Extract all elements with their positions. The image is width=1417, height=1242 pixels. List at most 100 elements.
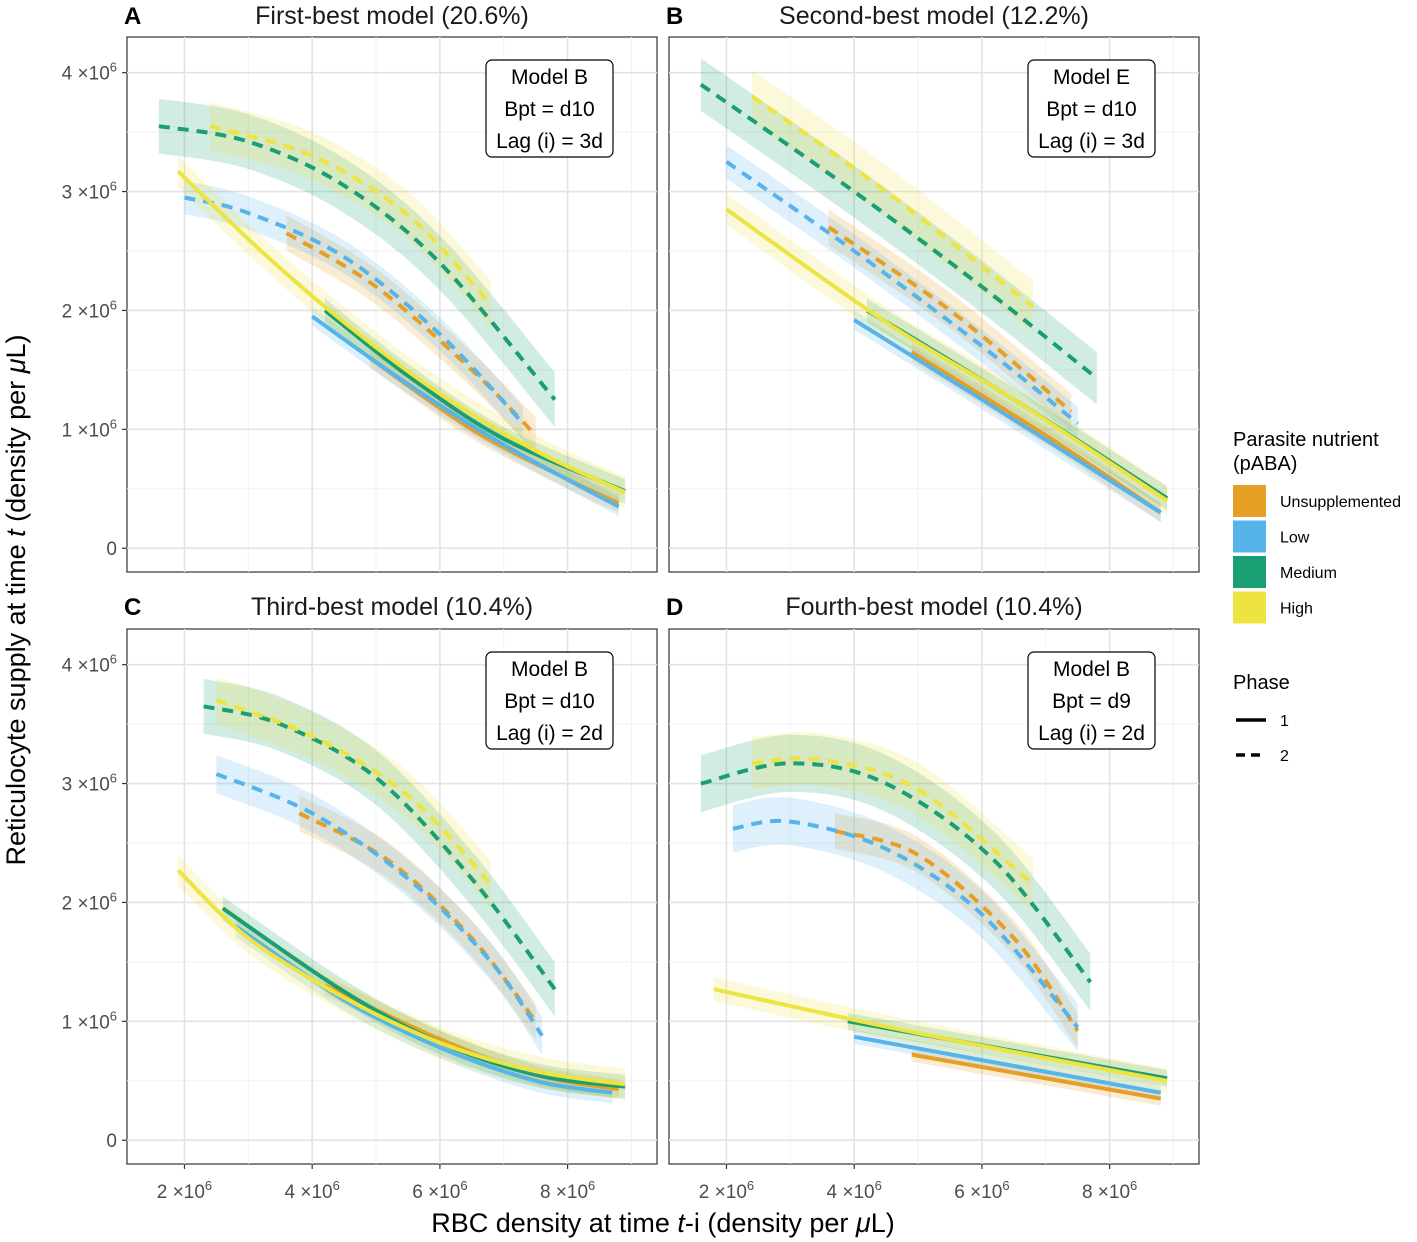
x-tick-label: 2 ×106	[699, 1178, 754, 1203]
y-axis-label-post: (density per	[1, 373, 31, 529]
ci-band-low-phase-2	[184, 180, 523, 440]
x-axis-label-post: -i (density per	[685, 1208, 856, 1238]
panel-c: C Third-best model (10.4%) Model B Bpt =…	[124, 593, 658, 1165]
x-tick-labels: 2 ×106 4 ×106 6 ×106 8 ×106 2 ×106 4 ×106 6 ×1…	[157, 1164, 1137, 1203]
line-unsupplemented-phase-2	[834, 829, 1080, 1032]
panel-c-lines	[176, 698, 626, 1095]
ci-band-high-phase-1	[178, 854, 626, 1100]
panel-a-model-box: Model B Bpt = d10 Lag (i) = 3d	[485, 59, 614, 158]
panel-b-model: Model E	[1053, 66, 1130, 89]
line-high-phase-2	[215, 698, 493, 886]
x-tick-label: 6 ×106	[954, 1178, 1009, 1203]
x-tick-label: 4 ×106	[827, 1178, 882, 1203]
panel-a-model-box-frame	[485, 59, 614, 158]
panel-d-bpt: Bpt = d9	[1052, 690, 1131, 713]
x-tick-label: 4 ×106	[285, 1178, 340, 1203]
line-high-phase-1	[176, 169, 626, 495]
legend-label-low: Low	[1280, 530, 1310, 547]
legend-key-unsupplemented	[1233, 485, 1266, 517]
y-axis-label-end: L)	[1, 334, 31, 358]
panel-d-lag: Lag (i) = 2d	[1038, 722, 1145, 745]
panel-b-title: Second-best model (12.2%)	[779, 2, 1089, 30]
legend-color-keys: Unsupplemented Low Medium High	[1233, 485, 1401, 624]
panel-a-lines	[158, 124, 626, 509]
y-tick-label: 4 ×106	[62, 60, 117, 85]
y-tick-labels-top: 0 1 ×106 2 ×106 3 ×106 4 ×106	[62, 60, 127, 560]
legend-label-unsupplemented: Unsupplemented	[1280, 494, 1401, 511]
legend: Parasite nutrient (pABA) Unsupplemented L…	[1233, 429, 1401, 765]
line-high-phase-2	[751, 756, 1035, 887]
ci-band-medium-phase-1	[325, 298, 626, 503]
panel-d-model: Model B	[1053, 658, 1130, 681]
panel-b: B Second-best model (12.2%) Model E Bpt …	[666, 2, 1200, 573]
y-tick-label: 3 ×106	[62, 179, 117, 204]
y-tick-label: 3 ×106	[62, 771, 117, 796]
panel-c-lag: Lag (i) = 2d	[496, 722, 603, 745]
y-axis-label-t: t	[1, 528, 31, 537]
panel-d: D Fourth-best model (10.4%) Model B Bpt …	[666, 593, 1200, 1165]
line-high-phase-1	[176, 868, 626, 1087]
panel-c-model-box-frame	[485, 651, 614, 750]
panel-d-model-box: Model B Bpt = d9 Lag (i) = 2d	[1027, 651, 1156, 750]
line-high-phase-2	[209, 124, 493, 306]
line-medium-phase-2	[203, 704, 557, 991]
panel-c-model: Model B	[511, 658, 588, 681]
line-medium-phase-2	[158, 124, 557, 401]
panel-c-title: Third-best model (10.4%)	[251, 593, 533, 621]
y-axis-label-mu: μ	[1, 358, 31, 374]
line-unsupplemented-phase-2	[285, 231, 538, 437]
ci-band-high-phase-1	[726, 193, 1168, 517]
panel-b-model-box-frame	[1027, 59, 1156, 158]
legend-key-low	[1233, 520, 1266, 553]
ci-band-high-phase-2	[216, 676, 491, 909]
y-tick-label: 1 ×106	[62, 416, 117, 441]
panel-a-model: Model B	[511, 66, 588, 89]
line-medium-phase-2	[699, 82, 1099, 380]
ci-band-unsupplemented-phase-1	[325, 976, 619, 1099]
line-high-phase-2	[750, 94, 1035, 309]
legend-key-high	[1233, 591, 1266, 624]
y-tick-label: 0	[106, 1131, 117, 1152]
panel-a-title: First-best model (20.6%)	[255, 2, 529, 30]
line-low-phase-2	[725, 160, 1079, 425]
line-low-phase-2	[732, 818, 1080, 1029]
x-axis-label: RBC density at time t-i (density per μL)	[431, 1208, 894, 1238]
y-tick-label: 2 ×106	[62, 297, 117, 322]
y-axis-label-pre: Reticulocyte supply at time	[1, 537, 31, 866]
panel-a-grid	[127, 37, 657, 572]
line-high-phase-1	[725, 207, 1169, 503]
ci-band-medium-phase-2	[700, 58, 1097, 405]
x-tick-label: 8 ×106	[540, 1178, 595, 1203]
legend-phase-title: Phase	[1233, 672, 1290, 694]
ci-band-unsupplemented-phase-2	[299, 795, 536, 1040]
ci-band-low-phase-2	[732, 797, 1078, 1052]
panel-a-bpt: Bpt = d10	[504, 98, 595, 121]
legend-color-title-2: (pABA)	[1233, 453, 1297, 475]
panel-b-grid	[669, 37, 1199, 572]
line-low-phase-2	[215, 772, 544, 1037]
line-high-phase-1	[713, 987, 1168, 1083]
panel-b-lag: Lag (i) = 3d	[1038, 130, 1145, 153]
x-axis-label-pre: RBC density at time	[431, 1208, 677, 1238]
panel-b-letter: B	[666, 3, 683, 30]
panel-c-letter: C	[124, 594, 141, 621]
ci-band-low-phase-2	[726, 145, 1078, 440]
legend-label-high: High	[1280, 601, 1313, 618]
panel-b-model-box: Model E Bpt = d10 Lag (i) = 3d	[1027, 59, 1156, 158]
y-tick-label: 1 ×106	[62, 1008, 117, 1033]
panel-a-lag: Lag (i) = 3d	[496, 130, 603, 153]
panel-a: A First-best model (20.6%) Model B Bpt =…	[124, 2, 658, 573]
ci-band-high-phase-1	[713, 977, 1168, 1093]
ci-band-medium-phase-2	[203, 678, 555, 1017]
panel-a-letter: A	[124, 3, 141, 30]
ci-band-high-phase-2	[752, 732, 1033, 911]
panel-c-bpt: Bpt = d10	[504, 690, 595, 713]
line-unsupplemented-phase-1	[911, 1052, 1162, 1101]
x-tick-label: 8 ×106	[1082, 1178, 1137, 1203]
x-axis-label-t: t	[677, 1208, 686, 1238]
legend-phase-label-2: 2	[1280, 748, 1289, 765]
line-low-phase-1	[853, 1034, 1162, 1095]
x-axis-label-end: L)	[871, 1208, 895, 1238]
line-unsupplemented-phase-2	[827, 225, 1073, 414]
